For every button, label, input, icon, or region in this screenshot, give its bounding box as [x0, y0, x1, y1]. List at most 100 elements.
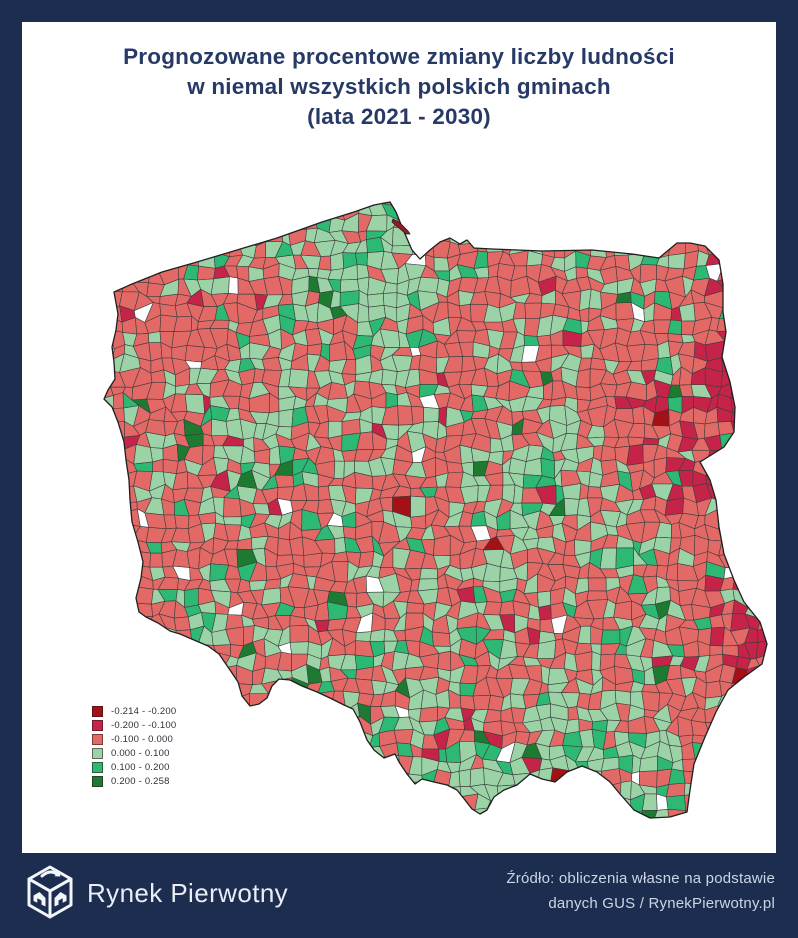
gmina-cell: [213, 838, 228, 851]
gmina-cell: [555, 212, 567, 228]
gmina-cell: [216, 729, 229, 748]
gmina-cell: [539, 799, 554, 815]
gmina-cell: [615, 511, 628, 528]
gmina-cell: [553, 226, 565, 242]
gmina-cell: [183, 264, 199, 281]
gmina-cell: [691, 214, 709, 232]
gmina-cell: [315, 191, 336, 201]
gmina-cell: [104, 215, 115, 228]
gmina-cell: [226, 190, 244, 199]
gmina-cell: [107, 254, 126, 269]
gmina-cell: [733, 252, 748, 270]
gmina-cell: [132, 808, 153, 818]
gmina-cell: [317, 717, 330, 738]
legend-swatch: [92, 706, 103, 717]
gmina-cell: [227, 768, 239, 790]
gmina-cell: [573, 780, 593, 802]
gmina-cell: [262, 780, 280, 801]
gmina-cell: [446, 206, 464, 220]
gmina-cell: [104, 640, 108, 660]
gmina-cell: [328, 708, 347, 725]
gmina-cell: [199, 226, 219, 246]
legend-swatch: [92, 762, 103, 773]
gmina-cell: [104, 202, 110, 207]
gmina-cell: [162, 458, 179, 474]
gmina-cell: [371, 535, 385, 557]
gmina-cell: [434, 819, 447, 838]
gmina-cell: [268, 211, 283, 232]
gmina-cell: [523, 808, 540, 818]
gmina-cell: [524, 825, 540, 840]
gmina-cell: [499, 588, 517, 603]
gmina-cell: [748, 588, 761, 608]
gmina-cell: [238, 641, 257, 659]
gmina-cell: [470, 202, 490, 216]
gmina-cell: [709, 732, 726, 745]
gmina-cell: [419, 706, 438, 723]
gmina-cell: [104, 358, 113, 372]
legend-swatch: [92, 720, 103, 731]
gmina-cell: [626, 444, 644, 466]
gmina-cell: [457, 834, 474, 847]
gmina-cell: [104, 436, 113, 450]
gmina-cell: [695, 793, 712, 812]
gmina-cell: [184, 393, 205, 415]
gmina-cell: [372, 806, 387, 818]
gmina-cell: [550, 799, 569, 815]
legend-swatch: [92, 776, 103, 787]
gmina-cell: [210, 795, 229, 812]
gmina-cell: [602, 202, 617, 206]
gmina-cell: [106, 640, 128, 655]
gmina-cell: [756, 678, 767, 694]
gmina-cell: [562, 731, 583, 748]
gmina-cell: [613, 202, 630, 205]
gmina-cell: [421, 748, 440, 762]
gmina-cell: [723, 237, 735, 257]
gmina-cell: [302, 728, 323, 746]
gmina-cell: [743, 305, 762, 324]
gmina-cell: [158, 792, 179, 811]
gmina-cell: [123, 263, 140, 283]
gmina-cell: [755, 537, 767, 552]
gmina-cell: [328, 717, 348, 738]
gmina-cell: [743, 693, 764, 706]
gmina-cell: [642, 437, 660, 446]
gmina-cell: [706, 782, 724, 802]
gmina-cell: [418, 394, 440, 409]
gmina-cell: [344, 380, 356, 399]
gmina-cell: [106, 650, 126, 673]
gmina-cell: [760, 811, 767, 818]
gmina-cell: [369, 732, 380, 748]
gmina-cell: [746, 741, 762, 763]
gmina-cell: [288, 785, 304, 799]
gmina-cell: [631, 668, 645, 685]
gmina-cell: [717, 495, 733, 511]
gmina-cell: [758, 204, 767, 220]
gmina-cell: [175, 792, 189, 811]
gmina-cell: [124, 808, 140, 818]
gmina-cell: [222, 810, 241, 818]
gmina-cell: [614, 796, 632, 815]
gmina-cell: [680, 202, 694, 215]
gmina-cell: [237, 693, 251, 710]
gmina-cell: [197, 202, 218, 219]
gmina-cell: [104, 301, 115, 323]
gmina-cell: [732, 798, 752, 810]
gmina-cell: [237, 561, 258, 582]
gmina-cell: [394, 833, 410, 851]
gmina-cell: [341, 432, 361, 452]
gmina-cell: [190, 767, 205, 789]
gmina-cell: [539, 227, 557, 242]
gmina-cell: [717, 742, 733, 758]
gmina-cell: [105, 459, 127, 478]
gmina-cell: [743, 497, 762, 516]
gmina-cell: [328, 748, 348, 761]
gmina-cell: [755, 239, 767, 255]
gmina-cell: [157, 589, 178, 602]
gmina-cell: [253, 730, 267, 745]
gmina-cell: [288, 368, 309, 389]
gmina-cell: [133, 461, 153, 472]
gmina-cell: [158, 202, 180, 219]
gmina-cell: [509, 369, 531, 389]
gmina-cell: [625, 226, 646, 241]
